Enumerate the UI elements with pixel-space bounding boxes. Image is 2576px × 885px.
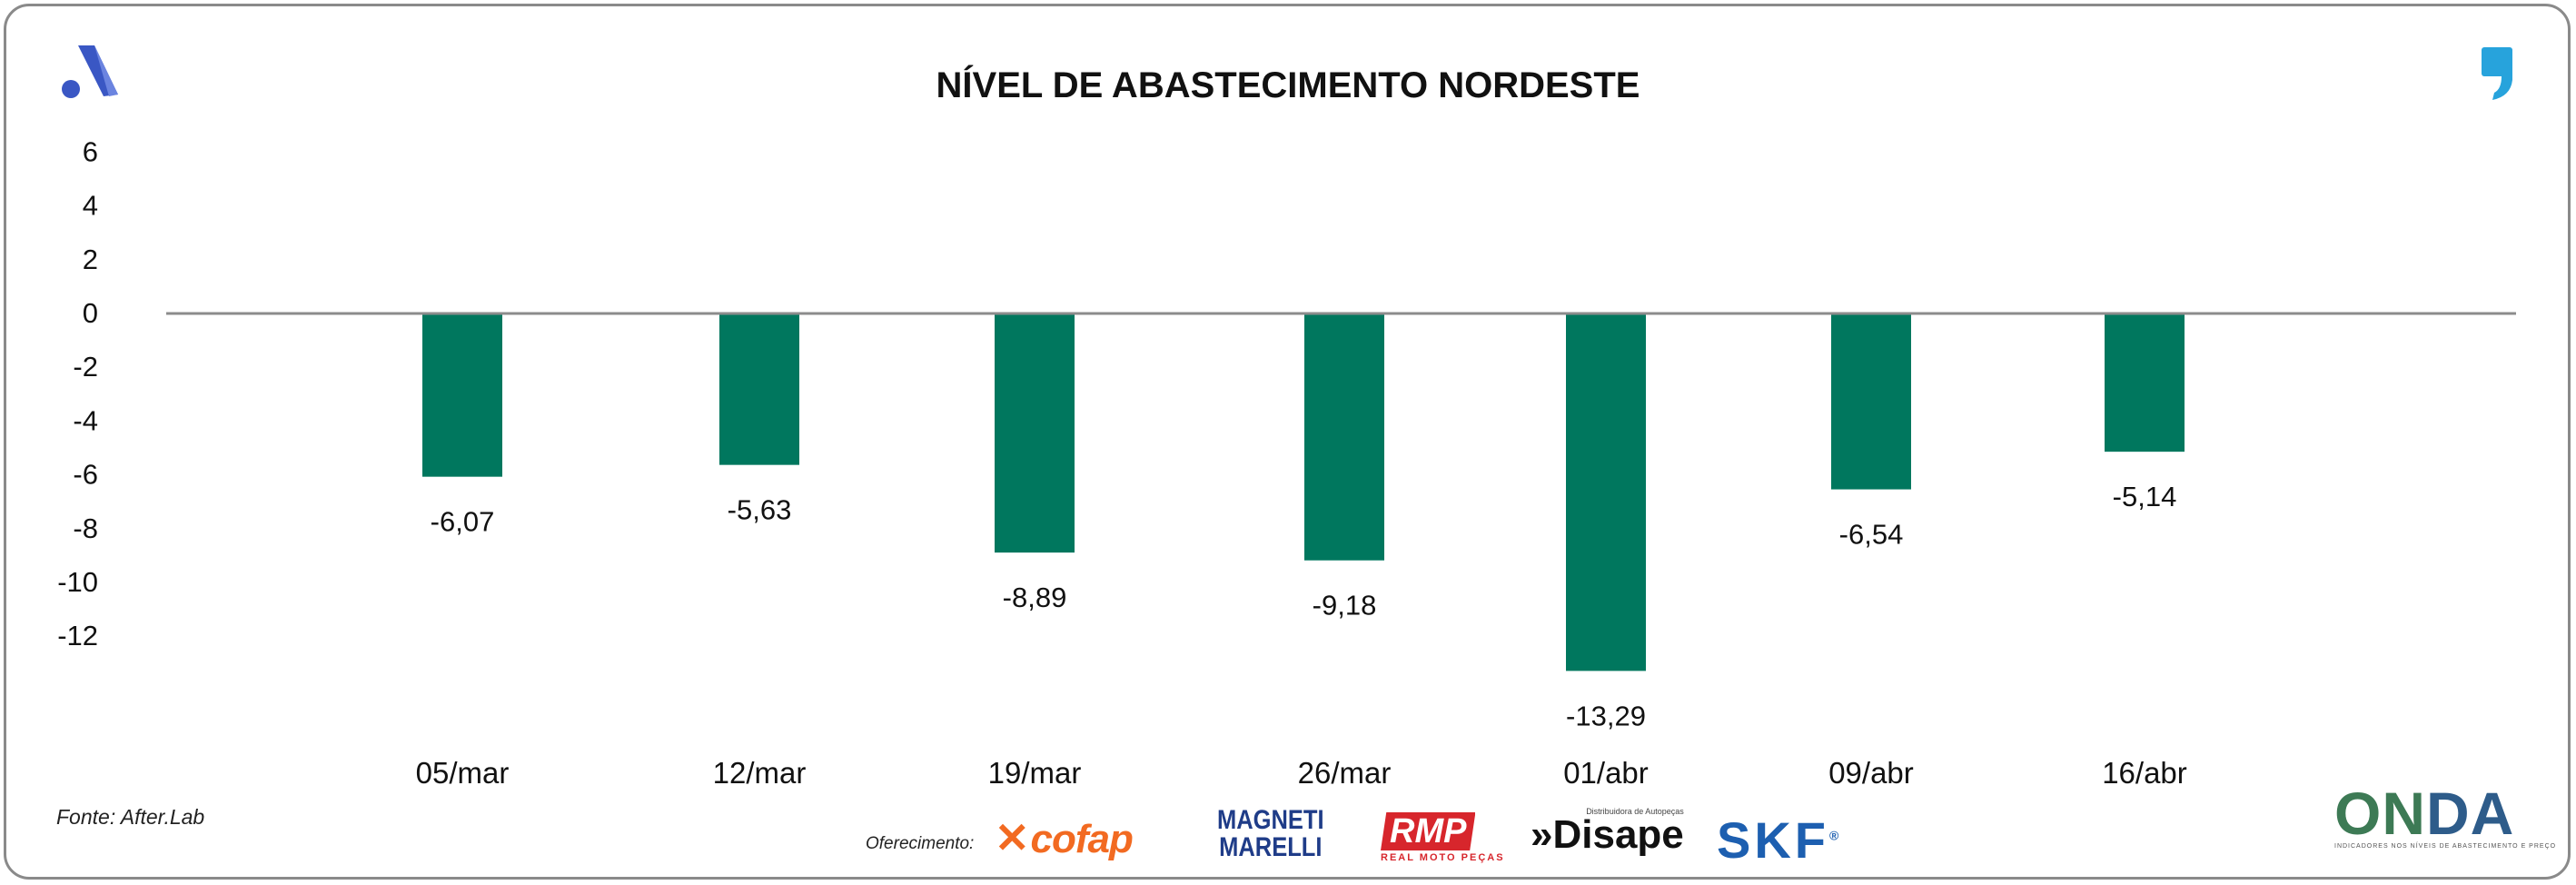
y-tick-label: 0	[83, 297, 98, 329]
skf-text: SKF	[1717, 811, 1829, 869]
bar-09/abr	[1831, 313, 1911, 490]
afterlab-logo-icon	[58, 42, 122, 104]
quote-logo-icon	[2480, 47, 2516, 104]
y-tick-label: -12	[57, 620, 98, 651]
rmp-text: RMP	[1381, 812, 1476, 850]
cofap-text: cofap	[1030, 817, 1134, 861]
bar-05/mar	[422, 313, 502, 477]
x-tick-label: 12/mar	[713, 756, 807, 790]
y-tick-label: -8	[73, 512, 98, 544]
x-tick-label: 01/abr	[1563, 756, 1649, 790]
marelli-text: MARELLI	[1219, 832, 1323, 862]
disape-text: »Disape	[1531, 812, 1684, 857]
onda-subtitle: INDICADORES NOS NÍVEIS DE ABASTECIMENTO …	[2334, 843, 2557, 850]
rmp-subtitle: REAL MOTO PEÇAS	[1381, 852, 1505, 863]
data-label: -5,14	[2113, 481, 2177, 512]
y-tick-label: 6	[83, 135, 98, 167]
cofap-x-icon: ✕	[995, 814, 1030, 861]
skf-registered: ®	[1829, 828, 1839, 843]
bar-16/abr	[2105, 313, 2185, 452]
y-tick-label: -6	[73, 459, 98, 491]
bar-26/mar	[1304, 313, 1384, 561]
bar-19/mar	[995, 313, 1075, 553]
skf-logo: SKF®	[1717, 810, 1838, 870]
onda-logo: ONDA INDICADORES NOS NÍVEIS DE ABASTECIM…	[2334, 783, 2556, 850]
y-tick-label: -4	[73, 404, 98, 436]
x-tick-label: 05/mar	[416, 756, 510, 790]
data-label: -9,18	[1313, 590, 1377, 621]
x-tick-label: 16/abr	[2102, 756, 2187, 790]
data-label: -5,63	[728, 494, 792, 526]
bar-12/mar	[719, 313, 799, 465]
source-label: Fonte: After.Lab	[56, 805, 205, 829]
x-tick-label: 26/mar	[1298, 756, 1392, 790]
y-tick-label: 2	[83, 244, 98, 275]
data-label: -6,54	[1839, 519, 1904, 551]
data-label: -13,29	[1566, 700, 1646, 731]
x-tick-label: 19/mar	[988, 756, 1082, 790]
data-label: -6,07	[431, 506, 495, 538]
y-tick-label: 4	[83, 190, 98, 222]
magneti-text: MAGNETI	[1217, 805, 1324, 835]
onda-text-a: ON	[2334, 780, 2426, 847]
cofap-logo: ✕cofap	[995, 813, 1134, 862]
onda-text-b: DA	[2426, 780, 2515, 847]
disape-subtitle: Distribuidora de Autopeças	[1586, 807, 1684, 816]
y-tick-label: -10	[57, 566, 98, 598]
rmp-logo: RMP REAL MOTO PEÇAS	[1381, 812, 1505, 863]
data-label: -8,89	[1003, 582, 1067, 613]
x-tick-label: 09/abr	[1828, 756, 1914, 790]
chart-title: NÍVEL DE ABASTECIMENTO NORDESTE	[936, 65, 1640, 105]
y-tick-label: -2	[73, 351, 98, 383]
bar-01/abr	[1566, 313, 1646, 671]
magneti-marelli-logo: MAGNETI MARELLI	[1217, 807, 1324, 861]
offer-label: Oferecimento:	[866, 834, 975, 853]
disape-logo: Distribuidora de Autopeças »Disape	[1531, 807, 1684, 858]
